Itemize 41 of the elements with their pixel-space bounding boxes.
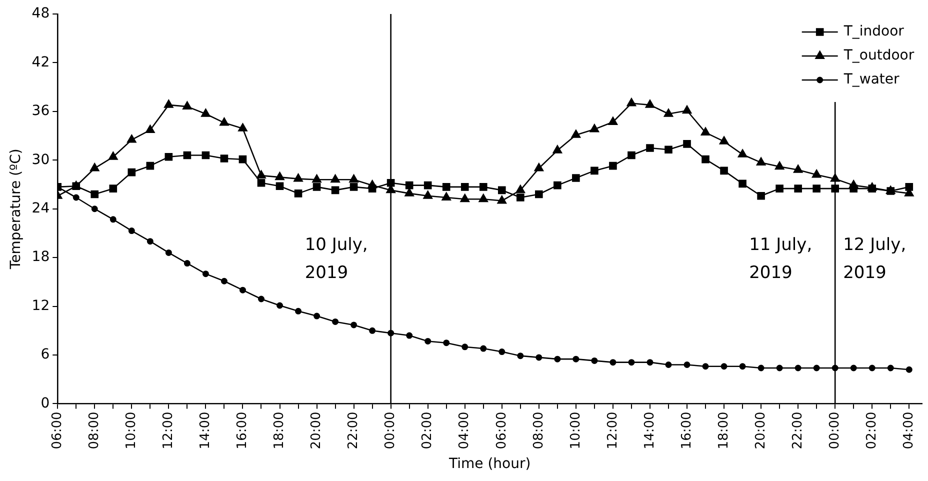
- x-tick-label: 16:00: [235, 412, 250, 450]
- y-tick-label: 6: [40, 346, 50, 363]
- x-tick-label: 14:00: [198, 412, 214, 450]
- x-tick-label: 04:00: [902, 412, 917, 450]
- annotation: 11 July, 2019: [749, 235, 812, 284]
- x-tick-label: 08:00: [531, 412, 546, 450]
- x-tick-label: 20:00: [309, 412, 324, 450]
- legend-label: T_water: [842, 72, 900, 88]
- x-tick-label: 00:00: [827, 412, 842, 450]
- y-axis-title: Temperature (ºC): [8, 148, 24, 270]
- y-tick-label: 42: [32, 54, 50, 70]
- x-tick-label: 12:00: [161, 412, 176, 450]
- annotation: 12 July, 2019: [843, 235, 906, 284]
- y-tick-label: 36: [32, 103, 50, 120]
- x-tick-label: 22:00: [346, 412, 362, 450]
- x-tick-label: 10:00: [124, 412, 140, 450]
- x-tick-label: 16:00: [679, 412, 694, 450]
- x-tick-label: 06:00: [494, 412, 510, 450]
- x-tick-label: 12:00: [605, 412, 620, 450]
- y-tick-label: 12: [32, 298, 50, 314]
- x-tick-label: 22:00: [790, 412, 806, 450]
- legend-label: T_indoor: [842, 24, 904, 40]
- x-tick-label: 06:00: [50, 412, 65, 450]
- y-tick-label: 18: [32, 249, 50, 266]
- x-tick-label: 14:00: [642, 412, 658, 450]
- x-axis-title: Time (hour): [448, 456, 531, 472]
- x-tick-label: 18:00: [716, 412, 732, 450]
- x-tick-label: 18:00: [272, 412, 288, 450]
- y-tick-label: 30: [32, 152, 50, 168]
- x-tick-label: 02:00: [864, 412, 880, 450]
- x-tick-label: 02:00: [420, 412, 436, 450]
- x-tick-label: 08:00: [87, 412, 102, 450]
- legend-label: T_outdoor: [842, 48, 914, 64]
- x-tick-label: 00:00: [383, 412, 398, 450]
- x-tick-label: 04:00: [457, 412, 472, 450]
- y-tick-label: 24: [32, 200, 50, 217]
- annotation: 10 July, 2019: [304, 235, 368, 284]
- y-tick-label: 48: [32, 6, 50, 22]
- x-tick-label: 10:00: [568, 412, 584, 450]
- x-tick-label: 20:00: [753, 412, 768, 450]
- y-tick-label: 0: [40, 395, 50, 412]
